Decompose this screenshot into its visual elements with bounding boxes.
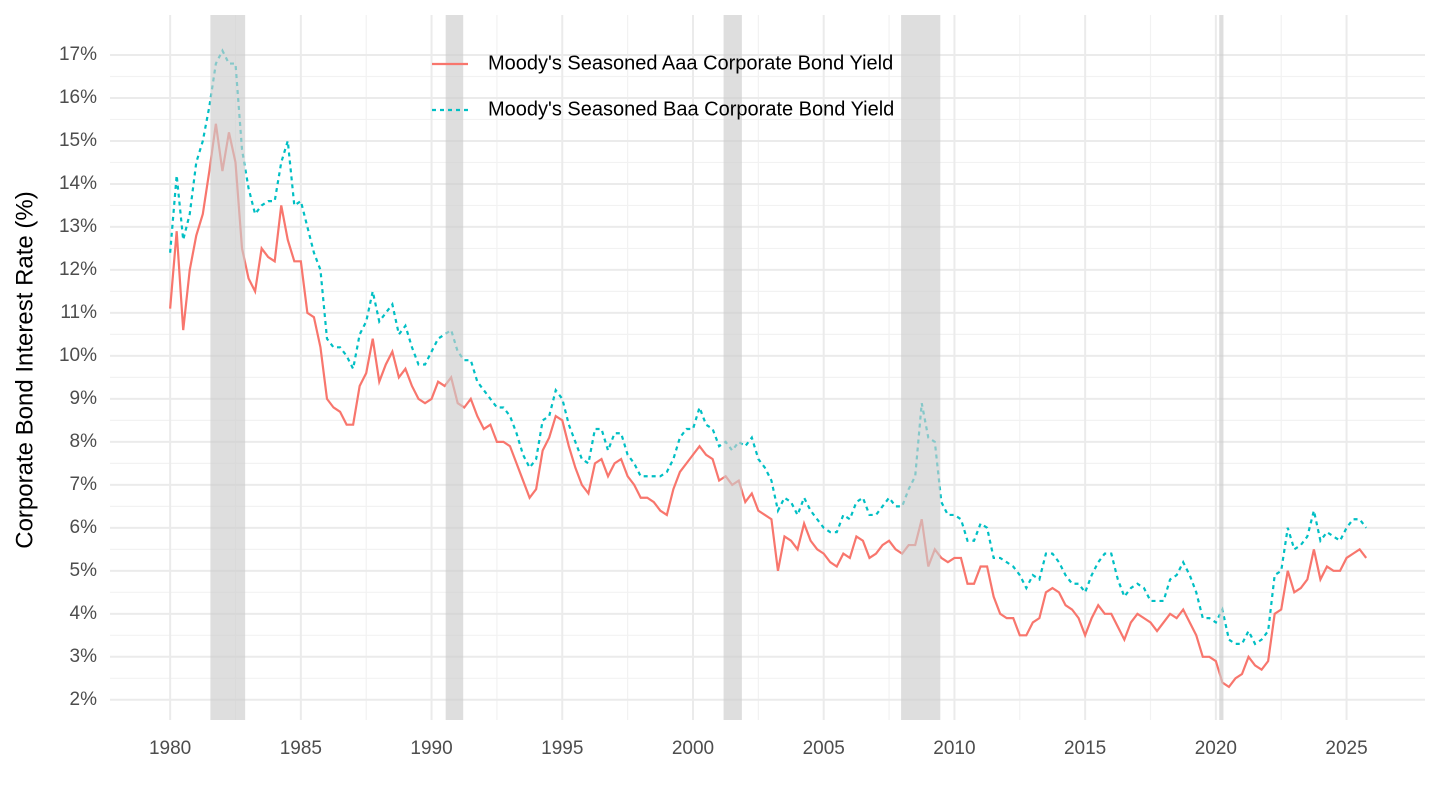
y-tick-label: 8% (70, 431, 98, 452)
x-tick-label: 2025 (1325, 738, 1367, 759)
recession-band (901, 15, 941, 720)
y-tick-label: 14% (59, 173, 97, 194)
x-tick-label: 2005 (803, 738, 845, 759)
x-tick-label: 1985 (280, 738, 322, 759)
x-tick-label: 2015 (1064, 738, 1106, 759)
y-tick-label: 16% (59, 87, 97, 108)
recession-band (445, 15, 464, 720)
y-tick-label: 9% (70, 388, 98, 409)
recession-band (1219, 15, 1224, 720)
series-line (169, 48, 1368, 646)
x-tick-label: 2000 (672, 738, 714, 759)
recession-band (723, 15, 742, 720)
y-tick-label: 3% (70, 646, 98, 667)
y-tick-label: 15% (59, 130, 97, 151)
y-tick-label: 13% (59, 216, 97, 237)
series-line (169, 123, 1368, 689)
recession-band (210, 15, 246, 720)
x-tick-label: 2020 (1195, 738, 1237, 759)
y-axis-label: Corporate Bond Interest Rate (%) (11, 191, 38, 549)
legend-label: Moody's Seasoned Aaa Corporate Bond Yiel… (488, 52, 893, 74)
y-tick-label: 17% (59, 44, 97, 65)
legend-label: Moody's Seasoned Baa Corporate Bond Yiel… (488, 98, 894, 120)
y-tick-label: 2% (70, 689, 98, 710)
x-tick-label: 1990 (410, 738, 452, 759)
y-tick-label: 11% (60, 302, 97, 323)
x-tick-label: 1995 (541, 738, 583, 759)
y-tick-label: 5% (70, 560, 98, 581)
y-tick-label: 12% (59, 259, 97, 280)
y-tick-label: 10% (59, 345, 97, 366)
y-tick-label: 6% (70, 517, 98, 538)
y-tick-label: 7% (70, 474, 98, 495)
x-tick-label: 2010 (933, 738, 975, 759)
x-tick-label: 1980 (149, 738, 191, 759)
y-tick-label: 4% (70, 603, 98, 624)
